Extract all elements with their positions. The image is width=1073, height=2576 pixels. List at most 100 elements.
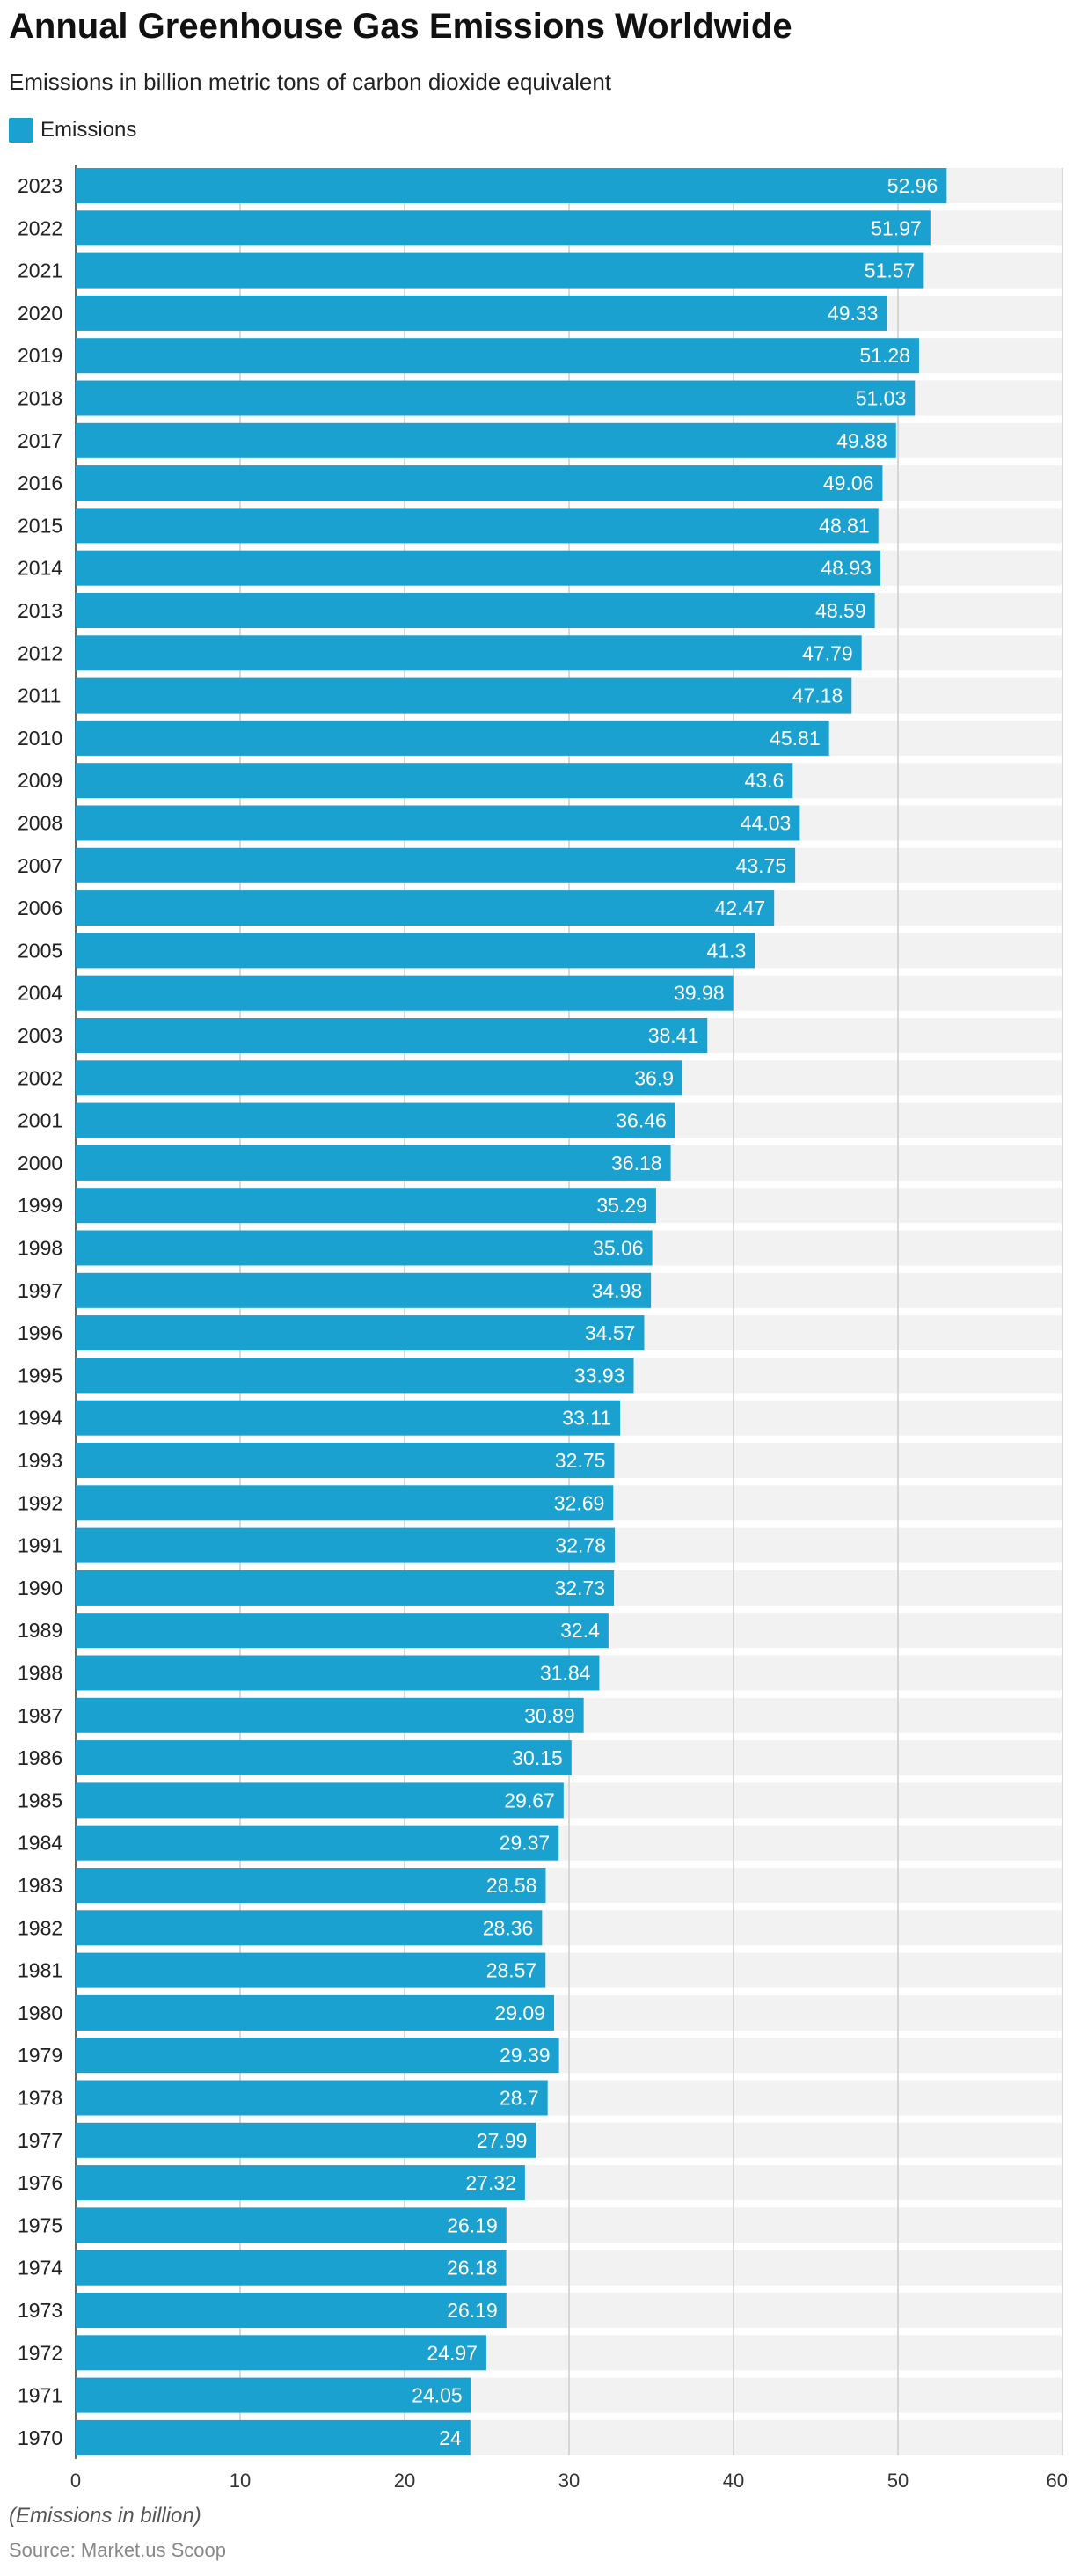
x-tick-label: 40 xyxy=(723,2470,744,2490)
bar xyxy=(76,465,883,501)
value-label: 32.78 xyxy=(555,1534,606,1557)
value-label: 44.03 xyxy=(741,812,792,835)
bar xyxy=(76,1102,675,1138)
bar xyxy=(76,1868,546,1903)
category-label: 1997 xyxy=(18,1279,62,1302)
value-label: 29.39 xyxy=(500,2044,551,2067)
bar xyxy=(76,933,755,969)
bar xyxy=(76,805,800,841)
category-label: 1984 xyxy=(18,1832,62,1855)
bar xyxy=(76,1188,656,1224)
value-label: 32.69 xyxy=(554,1491,605,1514)
bar xyxy=(76,1910,543,1946)
value-label: 51.97 xyxy=(871,216,922,239)
bar-chart: 52.96 51.97 51.57 49.33 51.28 51.03 49.88 49.06… xyxy=(18,165,1068,2490)
legend-swatch xyxy=(9,118,33,143)
value-label: 51.57 xyxy=(865,260,916,282)
bar xyxy=(76,763,793,799)
value-label: 43.75 xyxy=(736,854,787,877)
value-label: 28.36 xyxy=(483,1916,534,1939)
category-label: 1971 xyxy=(18,2384,62,2407)
value-label: 26.18 xyxy=(447,2257,498,2280)
bar xyxy=(76,720,829,756)
value-label: 27.32 xyxy=(465,2171,516,2194)
bar xyxy=(76,1994,554,2031)
bar xyxy=(76,847,796,883)
value-label: 32.73 xyxy=(554,1577,605,1599)
value-label: 33.11 xyxy=(562,1407,611,1430)
category-label: 2009 xyxy=(18,769,62,792)
value-label: 28.57 xyxy=(486,1959,537,1982)
bar xyxy=(76,2165,525,2201)
chart-subtitle: Emissions in billion metric tons of carb… xyxy=(9,69,612,95)
category-label: 1998 xyxy=(18,1237,62,1260)
bar xyxy=(76,1697,584,1733)
category-label: 1978 xyxy=(18,2087,62,2110)
category-label: 1987 xyxy=(18,1704,62,1727)
category-label: 1993 xyxy=(18,1449,62,1472)
value-label: 29.37 xyxy=(500,1832,551,1855)
value-label: 41.3 xyxy=(707,939,747,962)
value-labels: 52.96 51.97 51.57 49.33 51.28 51.03 49.88 49.06… xyxy=(412,174,938,2449)
category-label: 2010 xyxy=(18,727,62,750)
category-label: 2003 xyxy=(18,1024,62,1047)
category-label: 2022 xyxy=(18,216,62,239)
category-label: 1996 xyxy=(18,1321,62,1344)
bar xyxy=(76,1740,572,1776)
bar xyxy=(76,550,880,586)
bar xyxy=(76,2250,507,2286)
bar xyxy=(76,252,924,289)
category-label: 2002 xyxy=(18,1066,62,1089)
legend-label: Emissions xyxy=(40,118,137,142)
bar xyxy=(76,1782,564,1819)
bar xyxy=(76,1060,683,1096)
bar xyxy=(76,1485,614,1521)
value-label: 34.98 xyxy=(592,1279,643,1302)
category-label: 2017 xyxy=(18,429,62,452)
bar xyxy=(76,2122,536,2158)
category-label: 2005 xyxy=(18,939,62,962)
category-label: 2007 xyxy=(18,854,62,877)
bar xyxy=(76,890,775,926)
category-label: 2016 xyxy=(18,472,62,494)
value-label: 39.98 xyxy=(674,982,725,1005)
value-label: 51.28 xyxy=(859,344,910,367)
category-label: 2023 xyxy=(18,174,62,197)
category-label: 1974 xyxy=(18,2257,62,2280)
value-label: 51.03 xyxy=(856,387,907,410)
x-tick-label: 20 xyxy=(394,2470,415,2490)
category-label: 1980 xyxy=(18,2002,62,2024)
value-label: 52.96 xyxy=(887,174,938,197)
value-label: 26.19 xyxy=(447,2214,498,2236)
bar xyxy=(76,508,879,544)
category-label: 2001 xyxy=(18,1109,62,1132)
bar xyxy=(76,422,896,458)
value-label: 38.41 xyxy=(648,1024,699,1047)
value-label: 43.6 xyxy=(745,769,785,792)
category-label: 1985 xyxy=(18,1789,62,1811)
category-label: 1999 xyxy=(18,1194,62,1217)
value-label: 49.06 xyxy=(823,472,874,494)
category-label: 1981 xyxy=(18,1959,62,1982)
value-label: 32.75 xyxy=(555,1449,606,1472)
x-tick-label: 10 xyxy=(230,2470,251,2490)
category-label: 1979 xyxy=(18,2044,62,2067)
bar xyxy=(76,635,862,671)
bar xyxy=(76,593,875,628)
bar xyxy=(76,1230,653,1266)
category-label: 1986 xyxy=(18,1746,62,1769)
value-label: 49.88 xyxy=(836,429,887,452)
bar xyxy=(76,2207,507,2243)
category-label: 1992 xyxy=(18,1491,62,1514)
value-label: 24 xyxy=(439,2426,462,2449)
bar xyxy=(76,975,734,1011)
bar xyxy=(76,1400,621,1436)
x-tick-label: 30 xyxy=(558,2470,580,2490)
value-label: 47.79 xyxy=(802,641,853,664)
footnote: (Emissions in billion) xyxy=(9,2504,201,2528)
category-label: 2008 xyxy=(18,812,62,835)
value-label: 31.84 xyxy=(540,1662,591,1685)
value-label: 29.67 xyxy=(504,1789,555,1811)
category-label: 1973 xyxy=(18,2299,62,2322)
value-label: 28.58 xyxy=(486,1874,537,1897)
